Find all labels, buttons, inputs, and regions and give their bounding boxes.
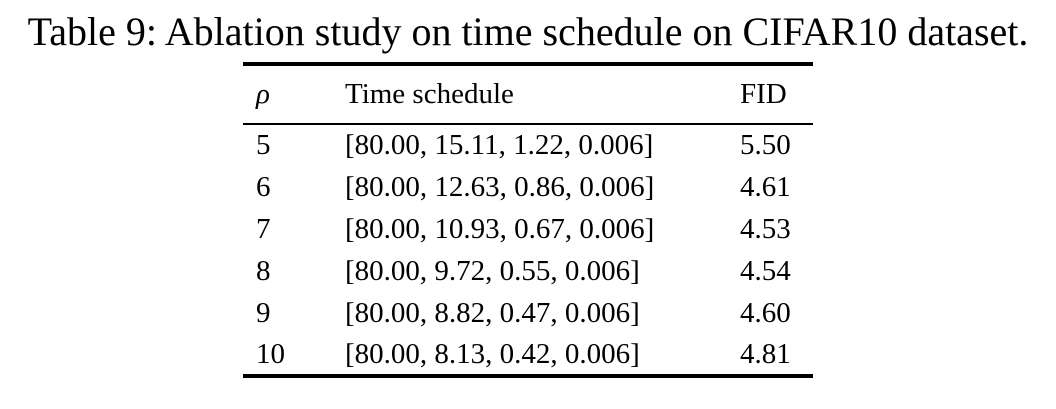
cell-time-schedule: [80.00, 8.13, 0.42, 0.006] (345, 337, 640, 370)
header-time-schedule: Time schedule (345, 64, 740, 125)
cell-time-schedule: [80.00, 12.63, 0.86, 0.006] (345, 170, 655, 203)
cell-rho: 6 (256, 170, 271, 203)
cell-fid: 4.61 (740, 170, 791, 203)
cell-time-schedule: [80.00, 9.72, 0.55, 0.006] (345, 254, 640, 287)
cell-rho: 7 (256, 212, 271, 245)
cell-fid: 4.53 (740, 212, 791, 245)
table-row: 9 [80.00, 8.82, 0.47, 0.006] 4.60 (243, 292, 813, 334)
header-row: ρ Time schedule FID (243, 64, 813, 125)
cell-fid: 4.81 (740, 337, 791, 370)
table-header: ρ Time schedule FID (243, 64, 813, 125)
header-rho: ρ (243, 64, 345, 125)
table-row: 10 [80.00, 8.13, 0.42, 0.006] 4.81 (243, 334, 813, 376)
cell-time-schedule: [80.00, 8.82, 0.47, 0.006] (345, 296, 640, 329)
table-row: 7 [80.00, 10.93, 0.67, 0.006] 4.53 (243, 208, 813, 250)
cell-fid: 5.50 (740, 129, 791, 161)
table-caption: Table 9: Ablation study on time schedule… (27, 9, 1029, 54)
cell-rho: 8 (256, 254, 271, 287)
cell-rho: 9 (256, 296, 271, 329)
cell-time-schedule: [80.00, 15.11, 1.22, 0.006] (345, 129, 654, 161)
ablation-table: ρ Time schedule FID 5 [80.00, 15.11, 1.2… (243, 62, 813, 378)
cell-fid: 4.54 (740, 254, 791, 287)
table-row: 8 [80.00, 9.72, 0.55, 0.006] 4.54 (243, 250, 813, 292)
cell-rho: 5 (256, 129, 271, 161)
cell-fid: 4.60 (740, 296, 791, 329)
header-fid: FID (740, 64, 813, 125)
cell-rho: 10 (256, 337, 285, 370)
table-row: 5 [80.00, 15.11, 1.22, 0.006] 5.50 (243, 124, 813, 166)
table-row: 6 [80.00, 12.63, 0.86, 0.006] 4.61 (243, 166, 813, 208)
cell-time-schedule: [80.00, 10.93, 0.67, 0.006] (345, 212, 655, 245)
table-body: 5 [80.00, 15.11, 1.22, 0.006] 5.50 6 [80… (243, 124, 813, 376)
